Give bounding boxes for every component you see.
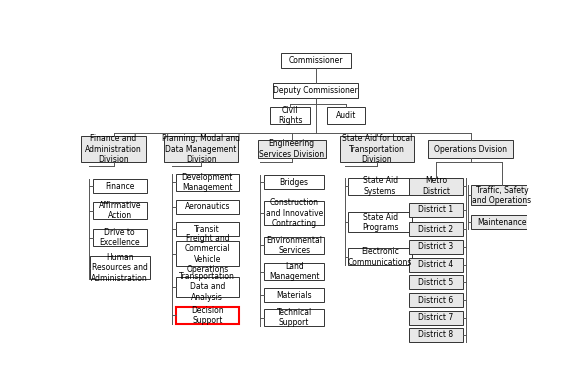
Text: Affirmative
Action: Affirmative Action	[98, 201, 141, 221]
Bar	[93, 202, 147, 219]
Text: Construction
and Innovative
Contracting: Construction and Innovative Contracting	[265, 198, 323, 228]
Text: Technical
Support: Technical Support	[277, 308, 312, 328]
Text: Planning, Modal and
Data Management
Division: Planning, Modal and Data Management Divi…	[162, 134, 240, 164]
Text: District 4: District 4	[418, 260, 454, 269]
Bar	[176, 200, 239, 214]
Text: Human
Resources and
Administration: Human Resources and Administration	[91, 253, 148, 282]
Text: Bridges: Bridges	[280, 178, 309, 187]
Text: District 2: District 2	[418, 225, 454, 234]
Bar	[264, 289, 324, 302]
Text: Maintenance: Maintenance	[477, 218, 527, 227]
Bar	[176, 174, 239, 191]
Bar	[409, 311, 463, 325]
Text: State Aid
Systems: State Aid Systems	[363, 176, 398, 196]
Text: Transit: Transit	[195, 225, 220, 234]
Text: Finance and
Administration
Division: Finance and Administration Division	[85, 134, 142, 164]
Text: District 7: District 7	[418, 313, 454, 322]
Text: Civil
Rights: Civil Rights	[278, 105, 302, 125]
Text: State Aid for Local
Transportation
Division: State Aid for Local Transportation Divis…	[342, 134, 412, 164]
Text: District 5: District 5	[418, 278, 454, 287]
Bar	[428, 140, 513, 158]
Bar	[409, 222, 463, 236]
Bar	[164, 137, 238, 162]
Bar	[340, 137, 414, 162]
Bar	[176, 277, 239, 297]
Bar	[81, 137, 146, 162]
Text: Commissioner: Commissioner	[288, 56, 343, 65]
Bar	[409, 203, 463, 217]
Text: Electronic
Communications: Electronic Communications	[348, 247, 413, 266]
Text: District 6: District 6	[418, 296, 454, 305]
Text: Finance: Finance	[105, 182, 134, 191]
Bar	[176, 307, 239, 324]
Bar	[264, 309, 324, 326]
Bar	[281, 53, 350, 68]
Bar	[471, 185, 533, 205]
Bar	[471, 215, 533, 229]
Text: District 1: District 1	[418, 205, 454, 214]
Bar	[348, 178, 412, 194]
Bar	[348, 249, 412, 265]
Bar	[270, 107, 311, 124]
Bar	[93, 179, 147, 193]
Text: Development
Management: Development Management	[182, 172, 233, 192]
Bar	[273, 83, 359, 98]
Text: Aeronautics: Aeronautics	[185, 202, 230, 211]
Bar	[409, 275, 463, 289]
Bar	[176, 222, 239, 236]
Text: Engineering
Services Division: Engineering Services Division	[259, 139, 325, 159]
Bar	[264, 175, 324, 189]
Text: Environmental
Services: Environmental Services	[266, 236, 322, 255]
Text: District 3: District 3	[418, 242, 454, 251]
Bar	[409, 258, 463, 272]
Text: Audit: Audit	[336, 111, 356, 120]
Bar	[258, 140, 326, 158]
Bar	[326, 107, 366, 124]
Bar	[264, 263, 324, 280]
Bar	[409, 240, 463, 254]
Bar	[348, 212, 412, 232]
Bar	[176, 242, 239, 266]
Bar	[409, 328, 463, 342]
Text: Deputy Commissioner: Deputy Commissioner	[274, 86, 358, 95]
Text: Drive to
Excellence: Drive to Excellence	[100, 228, 140, 247]
Bar	[409, 293, 463, 307]
Text: District 8: District 8	[418, 330, 454, 339]
Text: State Aid
Programs: State Aid Programs	[362, 212, 398, 232]
Text: Metro
District: Metro District	[422, 176, 450, 196]
Text: Operations Dvision: Operations Dvision	[434, 145, 507, 154]
Text: Traffic, Safety
and Operations: Traffic, Safety and Operations	[472, 186, 532, 205]
Text: Transportation
Data and
Analysis: Transportation Data and Analysis	[179, 272, 235, 302]
Bar	[409, 178, 463, 194]
Bar	[264, 237, 324, 254]
Text: Land
Management: Land Management	[269, 262, 319, 281]
Text: Decision
Support: Decision Support	[191, 306, 224, 325]
Text: Freight and
Commercial
Vehicle
Operations: Freight and Commercial Vehicle Operation…	[185, 234, 230, 274]
Bar	[90, 256, 149, 279]
Bar	[264, 202, 324, 224]
Bar	[93, 229, 147, 246]
Text: Materials: Materials	[277, 291, 312, 300]
